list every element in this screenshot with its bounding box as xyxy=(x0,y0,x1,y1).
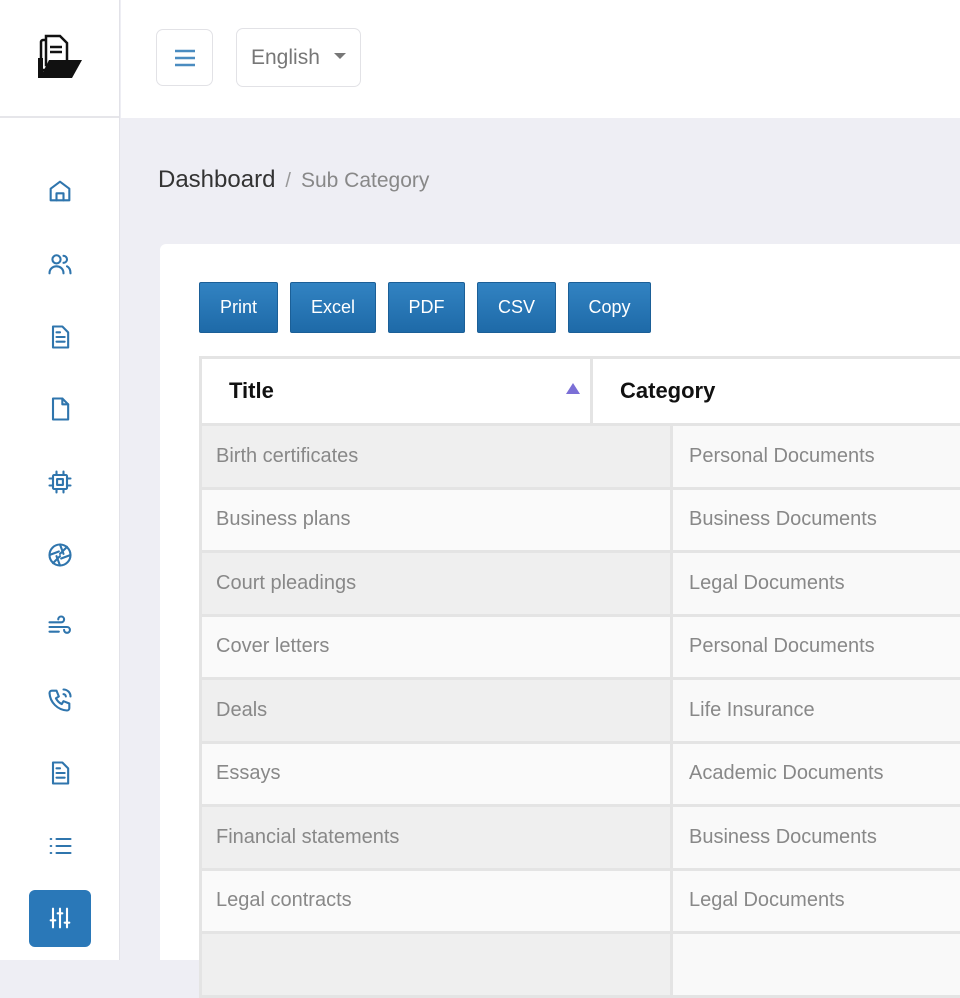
folder-documents-icon xyxy=(37,34,82,78)
language-select[interactable]: English xyxy=(236,28,361,87)
column-header-category[interactable]: Category xyxy=(593,359,715,423)
sidebar-item-settings[interactable] xyxy=(0,882,120,955)
cell-category: Academic Documents xyxy=(689,762,884,785)
breadcrumb: Dashboard / Sub Category xyxy=(158,166,429,194)
table-header: Title Category xyxy=(199,356,960,426)
cell-title: Deals xyxy=(202,680,673,741)
language-value: English xyxy=(251,45,320,69)
table-row[interactable]: Deals Life Insurance xyxy=(199,680,960,744)
content-card: Print Excel PDF CSV Copy Title Category … xyxy=(160,244,960,998)
cell-title xyxy=(202,934,673,995)
copy-button[interactable]: Copy xyxy=(568,282,651,333)
breadcrumb-dashboard[interactable]: Dashboard xyxy=(158,166,276,193)
aperture-icon xyxy=(48,543,72,567)
excel-button[interactable]: Excel xyxy=(290,282,376,333)
cell-category: Business Documents xyxy=(673,807,960,868)
cell-title: Legal contracts xyxy=(202,870,673,931)
cell-category xyxy=(673,934,960,995)
menu-toggle-button[interactable] xyxy=(156,29,213,86)
file-icon xyxy=(51,397,70,421)
sidebar-item-wind[interactable] xyxy=(0,591,120,664)
table-row[interactable]: Legal contracts Legal Documents xyxy=(199,870,960,934)
phone-call-icon xyxy=(48,688,72,712)
cell-title: Court pleadings xyxy=(202,553,673,614)
table-row[interactable]: Cover letters Personal Documents xyxy=(199,616,960,680)
export-toolbar: Print Excel PDF CSV Copy xyxy=(199,282,651,333)
cell-category: Personal Documents xyxy=(689,635,875,658)
print-button[interactable]: Print xyxy=(199,282,278,333)
sidebar-item-list[interactable] xyxy=(0,809,120,882)
table-row[interactable]: Business plans Business Documents xyxy=(199,489,960,553)
sidebar-item-cpu[interactable] xyxy=(0,446,120,519)
cell-title: Business plans xyxy=(202,489,673,550)
sort-ascending-icon xyxy=(566,383,580,394)
table-row[interactable] xyxy=(199,934,960,998)
cell-category: Personal Documents xyxy=(673,426,960,487)
pdf-button[interactable]: PDF xyxy=(388,282,465,333)
sidebar-item-report[interactable] xyxy=(0,737,120,810)
breadcrumb-separator: / xyxy=(285,170,291,192)
table-row[interactable]: Essays Academic Documents xyxy=(199,743,960,807)
sidebar-item-users[interactable] xyxy=(0,228,120,301)
sidebar-item-file[interactable] xyxy=(0,373,120,446)
cell-title: Birth certificates xyxy=(202,426,673,487)
list-icon xyxy=(49,837,72,854)
sidebar xyxy=(0,0,120,960)
cpu-icon xyxy=(48,470,72,494)
caret-down-icon xyxy=(334,53,346,59)
column-title-label: Title xyxy=(229,378,274,403)
sidebar-item-aperture[interactable] xyxy=(0,518,120,591)
column-category-label: Category xyxy=(620,378,716,403)
top-header: English xyxy=(121,0,960,118)
sidebar-item-home[interactable] xyxy=(0,155,120,228)
users-icon xyxy=(48,254,72,275)
table-row[interactable]: Court pleadings Legal Documents xyxy=(199,553,960,617)
table-row[interactable]: Financial statements Business Documents xyxy=(199,807,960,871)
file-text-icon xyxy=(51,325,70,349)
csv-button[interactable]: CSV xyxy=(477,282,556,333)
cell-category: Life Insurance xyxy=(673,680,960,741)
wind-icon xyxy=(48,615,71,635)
logo[interactable] xyxy=(0,0,119,118)
sliders-icon xyxy=(49,907,71,929)
sidebar-item-phone[interactable] xyxy=(0,664,120,737)
cell-category: Legal Documents xyxy=(689,889,845,912)
file-text-icon xyxy=(51,761,70,785)
table-body: Birth certificates Personal Documents Bus… xyxy=(199,426,960,998)
breadcrumb-current: Sub Category xyxy=(300,169,430,192)
cell-title: Essays xyxy=(202,743,673,804)
cell-title: Financial statements xyxy=(202,807,673,868)
column-header-title[interactable]: Title xyxy=(202,359,593,423)
home-icon xyxy=(49,180,71,202)
cell-category: Business Documents xyxy=(689,508,877,531)
cell-category: Legal Documents xyxy=(673,553,960,614)
table-row[interactable]: Birth certificates Personal Documents xyxy=(199,426,960,490)
sidebar-item-documents[interactable] xyxy=(0,300,120,373)
hamburger-icon xyxy=(174,49,195,66)
cell-title: Cover letters xyxy=(202,616,673,677)
